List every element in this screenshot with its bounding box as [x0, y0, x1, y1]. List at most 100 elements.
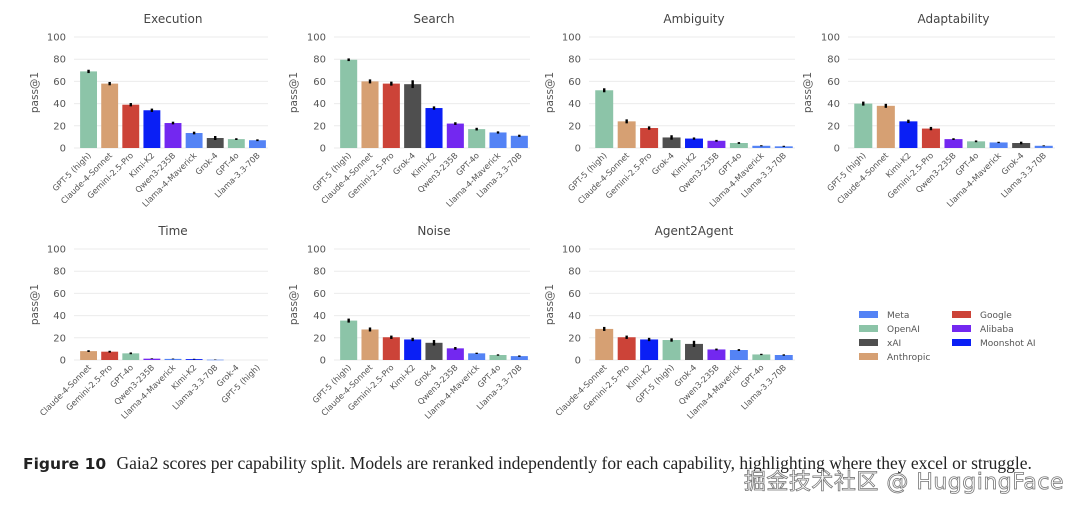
bar-kimi-k2 [685, 138, 703, 148]
bar-llama-4-maverick [164, 358, 182, 360]
y-tick-label: 20 [53, 121, 66, 132]
y-tick-label: 20 [827, 121, 840, 132]
legend-label: Alibaba [980, 325, 1014, 335]
bar-gpt-5-high- [854, 103, 873, 148]
bar-gpt-4o [122, 353, 140, 360]
y-tick-label: 100 [47, 33, 66, 44]
bar-gpt-5-high- [595, 90, 614, 148]
y-tick-label: 0 [60, 356, 66, 367]
bar-kimi-k2 [899, 121, 918, 148]
legend-swatch [859, 325, 878, 332]
y-tick-label: 60 [568, 77, 581, 88]
figure-number: Figure 10 [23, 455, 107, 473]
y-tick-label: 40 [313, 99, 326, 110]
y-tick-label: 60 [313, 289, 326, 300]
y-tick-label: 100 [821, 33, 840, 44]
bar-grok-4 [685, 343, 703, 360]
y-tick-label: 80 [53, 267, 66, 278]
y-tick-label: 100 [562, 33, 581, 44]
legend-swatch [952, 325, 971, 332]
legend-item-alibaba: Alibaba [952, 325, 1014, 335]
bar-claude-4-sonnet [617, 121, 636, 148]
bar-llama-4-maverick [752, 145, 771, 148]
bar-llama-3-3-70b [774, 146, 793, 148]
y-tick-label: 40 [568, 311, 581, 322]
legend-label: xAI [887, 339, 901, 349]
bar-llama-3-3-70b [774, 355, 793, 360]
y-tick-label: 20 [313, 121, 326, 132]
bar-gpt-4o [468, 129, 486, 148]
bar-claude-4-sonnet [80, 351, 97, 360]
y-tick-label: 40 [568, 99, 581, 110]
bar-claude-4-sonnet [361, 329, 379, 360]
chart-title: Search [413, 12, 454, 26]
chart-title: Noise [417, 224, 450, 238]
chart-panel-time: Timepass@1020406080100Claude-4-SonnetGem… [29, 224, 268, 421]
legend: Meta OpenAI xAI Anthropic Google Alibaba Moons… [859, 311, 1036, 363]
legend-item-google: Google [952, 311, 1012, 321]
bar-gemini-2-5-pro [382, 337, 400, 360]
legend-item-anthropic: Anthropic [859, 353, 930, 363]
y-tick-label: 80 [313, 267, 326, 278]
legend-item-moonshot-ai: Moonshot AI [952, 339, 1036, 349]
y-axis-label: pass@1 [802, 72, 814, 113]
bar-gpt-5-high- [80, 71, 97, 148]
bar-grok-4 [425, 342, 443, 360]
bar-claude-4-sonnet [361, 81, 379, 148]
legend-swatch [859, 311, 878, 318]
y-axis-label: pass@1 [29, 72, 41, 113]
y-tick-label: 60 [53, 289, 66, 300]
bar-claude-4-sonnet [101, 83, 119, 148]
bar-gpt-4o [489, 355, 507, 360]
legend-item-meta: Meta [859, 311, 909, 321]
legend-swatch [952, 311, 971, 318]
y-tick-label: 80 [568, 55, 581, 66]
y-tick-label: 60 [53, 77, 66, 88]
legend-label: Meta [887, 311, 909, 321]
bar-grok-4 [1012, 143, 1031, 148]
bar-kimi-k2 [425, 108, 443, 148]
figure-caption: Figure 10 Gaia2 scores per capability sp… [23, 452, 1068, 475]
bar-gpt-4o [729, 143, 748, 148]
y-tick-label: 60 [827, 77, 840, 88]
bar-gemini-2-5-pro [640, 128, 659, 148]
y-tick-label: 80 [313, 55, 326, 66]
y-tick-label: 100 [307, 245, 326, 256]
legend-label: Google [980, 311, 1012, 321]
bar-qwen3-235b [944, 139, 963, 148]
bar-llama-4-maverick [185, 133, 203, 148]
legend-item-openai: OpenAI [859, 325, 920, 335]
y-axis-label: pass@1 [29, 284, 41, 325]
bar-kimi-k2 [143, 110, 161, 148]
y-tick-label: 20 [568, 333, 581, 344]
y-tick-label: 20 [53, 333, 66, 344]
y-tick-label: 20 [568, 121, 581, 132]
y-axis-label: pass@1 [544, 284, 556, 325]
caption-text: Gaia2 scores per capability split. Model… [116, 453, 1032, 473]
bar-llama-4-maverick [989, 142, 1008, 148]
bar-gemini-2-5-pro [921, 128, 940, 148]
bar-qwen3-235b [446, 348, 464, 360]
y-axis-label: pass@1 [288, 284, 300, 325]
bar-gemini-2-5-pro [122, 104, 140, 148]
y-tick-label: 40 [53, 99, 66, 110]
bar-kimi-k2 [640, 339, 659, 360]
chart-title: Time [157, 224, 187, 238]
bar-qwen3-235b [707, 140, 726, 148]
bar-llama-3-3-70b [510, 135, 528, 148]
bar-kimi-k2 [185, 359, 203, 360]
bar-gemini-2-5-pro [617, 337, 636, 360]
y-tick-label: 60 [568, 289, 581, 300]
chart-title: Agent2Agent [655, 224, 734, 238]
y-tick-label: 80 [53, 55, 66, 66]
bar-kimi-k2 [404, 339, 422, 360]
y-tick-label: 80 [827, 55, 840, 66]
bar-grok-4 [662, 137, 681, 148]
legend-swatch [859, 339, 878, 346]
y-tick-label: 0 [320, 144, 326, 155]
chart-title: Adaptability [917, 12, 989, 26]
